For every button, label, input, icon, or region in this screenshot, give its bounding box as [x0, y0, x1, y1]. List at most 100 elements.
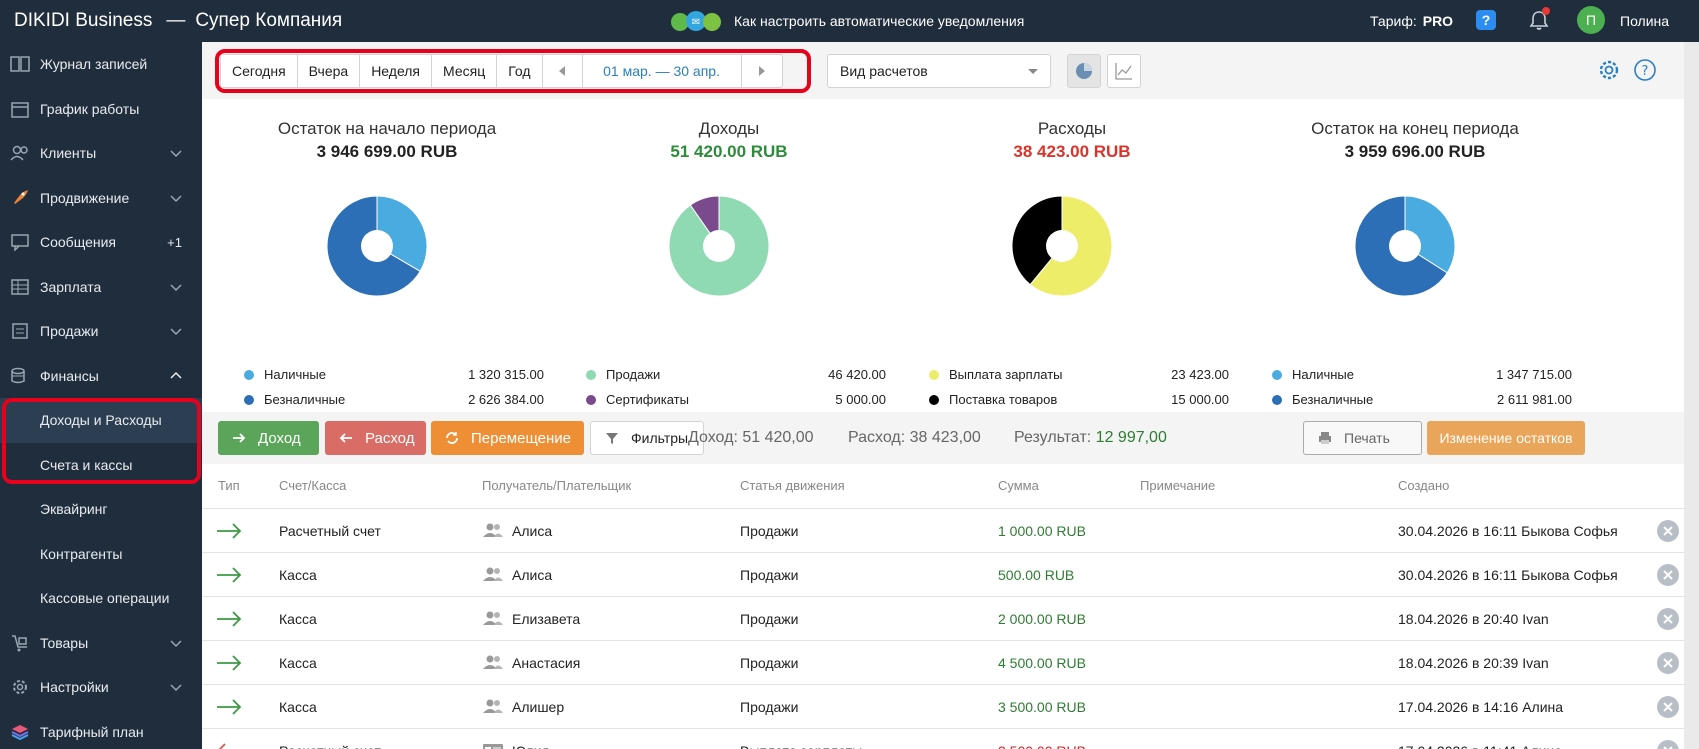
pie-hole — [1046, 230, 1078, 262]
tariff[interactable]: Тариф: PRO — [1370, 0, 1453, 42]
delete-icon[interactable] — [1657, 520, 1679, 542]
arrow-right-icon — [233, 433, 246, 443]
legend-name: Безналичные — [264, 392, 346, 407]
table-row[interactable]: Касса Алишер Продажи 3 500.00 RUB 17.04.2026… — [202, 684, 1684, 728]
sidebar-subitem-counterparties[interactable]: Контрагенты — [40, 545, 123, 562]
cell-payer[interactable]: Алиса — [512, 523, 553, 539]
line-view-button[interactable] — [1107, 54, 1141, 88]
cell-article: Продажи — [740, 611, 799, 627]
sidebar-item-finance[interactable]: Финансы — [0, 354, 202, 399]
sales-icon — [12, 323, 28, 339]
table-row[interactable]: Касса Елизавета Продажи 2 000.00 RUB 18.04.2… — [202, 596, 1684, 640]
cell-payer[interactable]: Алиса — [512, 567, 553, 583]
transfer-button[interactable]: Перемещение — [431, 421, 584, 455]
cell-account: Касса — [279, 611, 317, 627]
sidebar-item-promotion[interactable]: Продвижение — [0, 176, 202, 221]
sidebar-subitem-cash-operations[interactable]: Кассовые операции — [40, 590, 170, 607]
income-arrow-icon — [217, 699, 242, 715]
sidebar-subitem-accounts[interactable]: Счета и кассы — [40, 456, 133, 473]
avatar[interactable]: П — [1577, 6, 1605, 34]
legend-item: Безналичные 2 611 981.00 — [1272, 387, 1572, 412]
sidebar-item-tariff[interactable]: Тарифный план — [0, 710, 202, 749]
legend-name: Продажи — [606, 367, 661, 382]
add-expense-button[interactable]: Расход — [325, 421, 426, 455]
scrollbar[interactable] — [1684, 42, 1699, 749]
delete-icon[interactable] — [1657, 608, 1679, 630]
legend-name: Выплата зарплаты — [949, 367, 1063, 382]
column-header: Сумма — [998, 478, 1039, 493]
pie-hole — [361, 230, 393, 262]
sidebar-item-goods[interactable]: Товары — [0, 621, 202, 666]
summary-title: Остаток на конец периода — [1311, 119, 1519, 138]
sidebar-item-sales[interactable]: Продажи — [0, 309, 202, 354]
legend-dot — [1272, 369, 1282, 380]
toolbar: Сегодня Вчера Неделя Месяц Год 01 мар. —… — [202, 42, 1684, 99]
pie-view-button[interactable] — [1067, 54, 1101, 88]
chevron-down-icon — [170, 639, 182, 647]
sidebar-item-schedule[interactable]: График работы — [0, 87, 202, 132]
help-icon[interactable]: ? — [1476, 10, 1496, 30]
cell-account: Касса — [279, 567, 317, 583]
print-button[interactable]: Печать — [1303, 421, 1422, 455]
table-row[interactable]: Расчетный счет Юлия Выплата зарплаты 2 500.… — [202, 728, 1684, 749]
delete-icon[interactable] — [1657, 696, 1679, 718]
sidebar-item-label: Продажи — [40, 323, 99, 340]
help-icon[interactable]: ? — [1633, 58, 1657, 82]
sidebar-subitem-acquiring[interactable]: Эквайринг — [40, 501, 108, 518]
sidebar-subitem-income-expense[interactable]: Доходы и Расходы — [0, 398, 202, 443]
gear-icon[interactable] — [1597, 58, 1621, 82]
period-year-button[interactable]: Год — [497, 55, 542, 87]
filters-button[interactable]: Фильтры — [590, 421, 704, 455]
sidebar-item-journal[interactable]: Журнал записей — [0, 42, 202, 87]
cell-payer[interactable]: Елизавета — [512, 611, 581, 627]
sidebar-item-settings[interactable]: Настройки — [0, 665, 202, 710]
period-week-button[interactable]: Неделя — [360, 55, 433, 87]
chevron-down-icon — [170, 150, 182, 158]
promo-icon: ✉ — [671, 11, 721, 31]
svg-text:?: ? — [1642, 64, 1649, 79]
cell-payer[interactable]: Алишер — [512, 699, 565, 715]
period-yesterday-button[interactable]: Вчера — [297, 55, 361, 87]
prev-period-button[interactable] — [541, 55, 582, 87]
user-name[interactable]: Полина — [1620, 13, 1670, 29]
cell-payer[interactable]: Юлия — [512, 729, 549, 749]
print-label: Печать — [1344, 430, 1390, 446]
period-selector: Сегодня Вчера Неделя Месяц Год 01 мар. —… — [220, 54, 783, 88]
legend-item: Наличные 1 347 715.00 — [1272, 362, 1572, 387]
date-range[interactable]: 01 мар. — 30 апр. — [581, 55, 742, 87]
promo-banner[interactable]: ✉ Как настроить автоматические уведомлен… — [670, 0, 1024, 42]
column-header: Получатель/Плательщик — [482, 478, 632, 493]
delete-icon[interactable] — [1657, 740, 1679, 749]
svg-text:✉: ✉ — [692, 17, 700, 28]
sidebar-item-salary[interactable]: Зарплата — [0, 265, 202, 310]
legend-dot — [586, 369, 596, 380]
legend-item: Выплата зарплаты 23 423.00 — [929, 362, 1229, 387]
sidebar-item-messages[interactable]: Сообщения +1 — [0, 220, 202, 265]
add-income-button[interactable]: Доход — [218, 421, 319, 455]
legend-dot — [244, 369, 254, 380]
cell-payer[interactable]: Анастасия — [512, 655, 581, 671]
sidebar-item-label: График работы — [40, 100, 140, 117]
next-period-button[interactable] — [742, 55, 782, 87]
table-row[interactable]: Расчетный счет Алиса Продажи 1 000.00 RUB 30… — [202, 508, 1684, 552]
sidebar-item-clients[interactable]: Клиенты — [0, 131, 202, 176]
sidebar-item-label: Продвижение — [40, 189, 130, 206]
legend-name: Сертификаты — [606, 392, 689, 407]
change-balance-button[interactable]: Изменение остатков — [1427, 421, 1585, 455]
period-today-button[interactable]: Сегодня — [221, 55, 298, 87]
delete-icon[interactable] — [1657, 652, 1679, 674]
sidebar-item-label: Клиенты — [40, 145, 97, 162]
table-row[interactable]: Касса Анастасия Продажи 4 500.00 RUB 18.04.2… — [202, 640, 1684, 684]
caret-down-icon — [1028, 69, 1038, 74]
column-header: Создано — [1398, 478, 1450, 493]
period-month-button[interactable]: Месяц — [432, 55, 498, 87]
income-arrow-icon — [217, 611, 242, 627]
refresh-icon — [446, 432, 458, 444]
people-icon — [483, 567, 503, 581]
cell-account: Расчетный счет — [279, 729, 381, 749]
delete-icon[interactable] — [1657, 564, 1679, 586]
expense-pie-chart — [1011, 195, 1113, 297]
brand[interactable]: DIKIDI Business — Супер Компания — [0, 10, 342, 32]
table-row[interactable]: Касса Алиса Продажи 500.00 RUB 30.04.2026 в … — [202, 552, 1684, 596]
calc-type-select[interactable]: Вид расчетов — [827, 54, 1051, 88]
